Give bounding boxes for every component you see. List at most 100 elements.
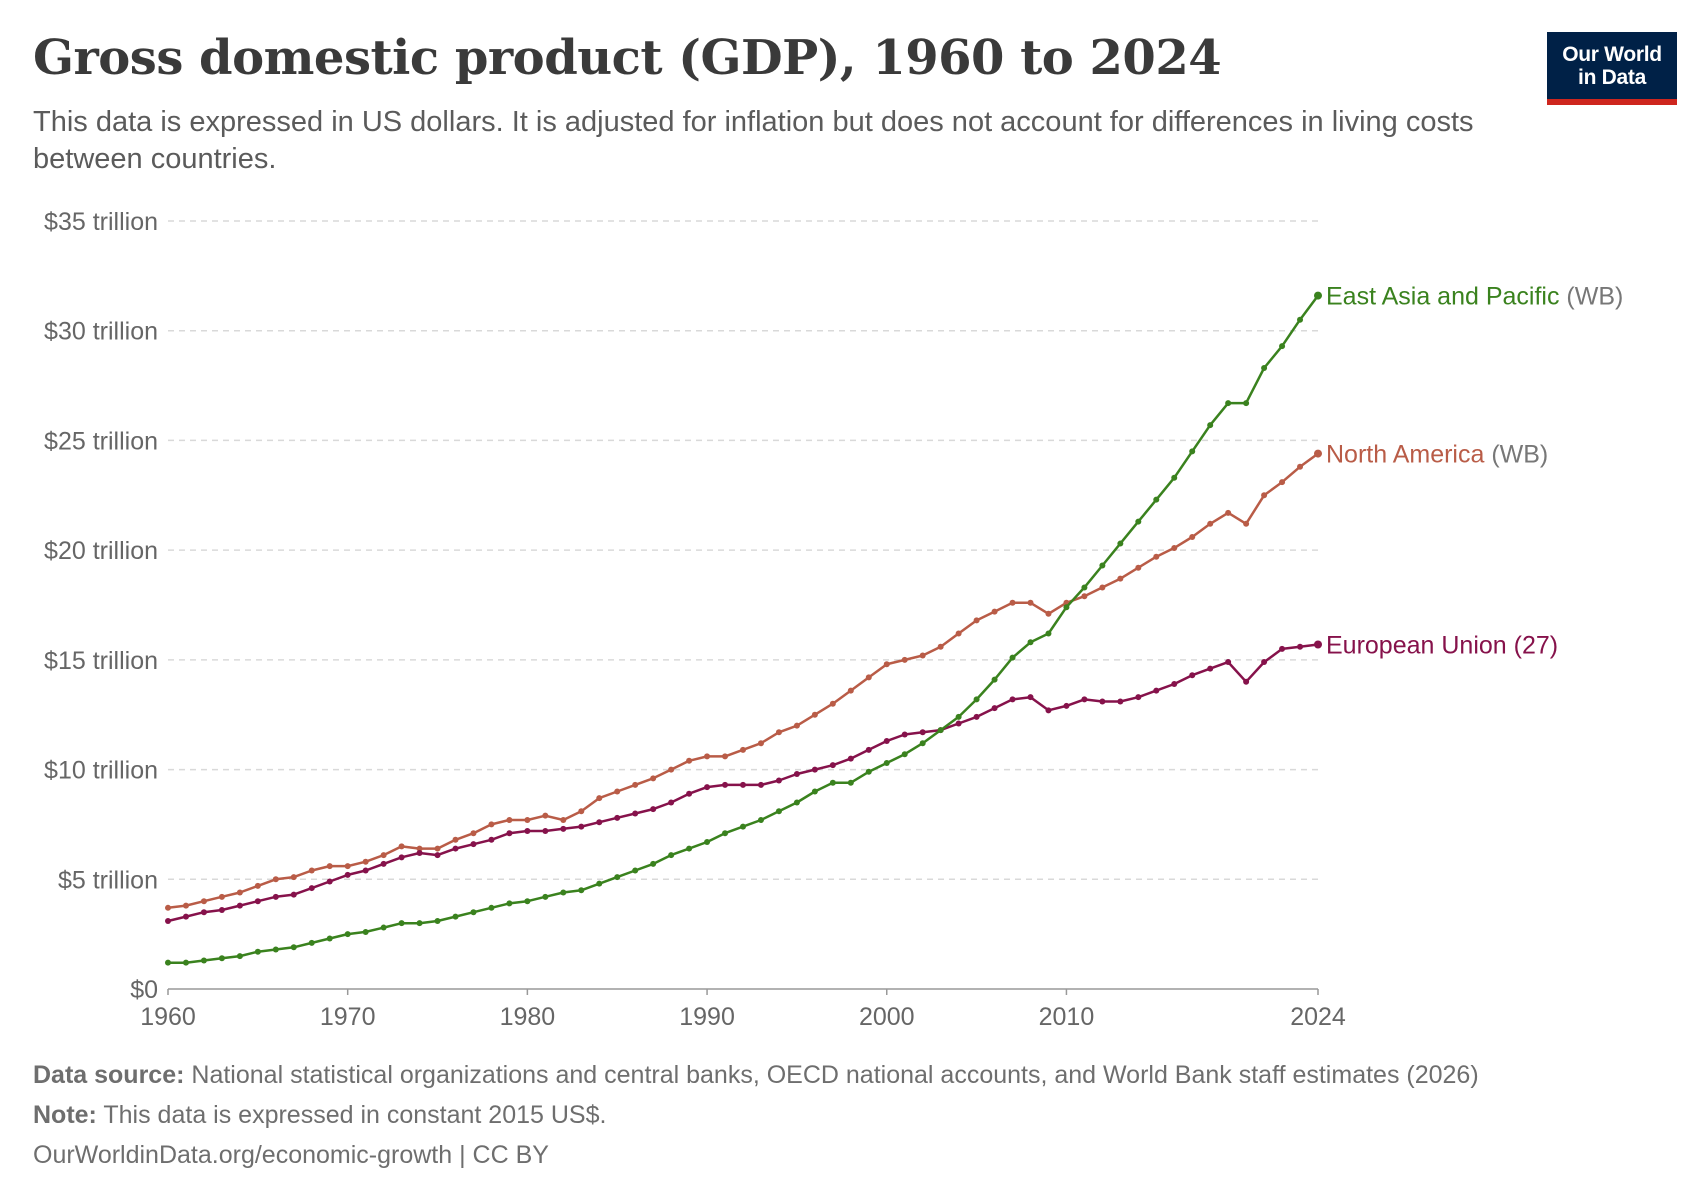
data-point-north-america bbox=[542, 812, 549, 819]
data-point-north-america bbox=[524, 817, 531, 824]
data-point-north-america bbox=[182, 902, 189, 909]
data-point-north-america bbox=[686, 757, 693, 764]
data-point-east-asia-and-pacific bbox=[1243, 400, 1250, 407]
data-point-east-asia-and-pacific bbox=[1099, 562, 1106, 569]
data-point-north-america bbox=[380, 852, 387, 859]
data-point-east-asia-and-pacific bbox=[1279, 343, 1286, 350]
data-point-european-union bbox=[452, 845, 459, 852]
data-point-east-asia-and-pacific bbox=[740, 823, 746, 830]
data-point-east-asia-and-pacific bbox=[650, 860, 657, 867]
data-point-north-america bbox=[1153, 553, 1160, 560]
data-point-east-asia-and-pacific bbox=[182, 959, 189, 966]
data-point-european-union bbox=[1171, 680, 1178, 687]
data-point-east-asia-and-pacific bbox=[1063, 604, 1070, 611]
data-point-east-asia-and-pacific bbox=[632, 867, 639, 874]
data-point-north-america bbox=[200, 898, 207, 905]
data-point-european-union bbox=[793, 770, 800, 777]
data-point-north-america bbox=[614, 788, 621, 795]
data-point-european-union bbox=[1279, 645, 1286, 652]
source-url-license[interactable]: OurWorldinData.org/economic-growth | CC … bbox=[33, 1141, 549, 1169]
data-point-north-america bbox=[955, 630, 962, 637]
data-point-east-asia-and-pacific bbox=[704, 838, 711, 845]
data-point-european-union bbox=[1314, 640, 1322, 649]
series-label-north-america: North America (WB) bbox=[1326, 441, 1548, 469]
data-point-east-asia-and-pacific bbox=[488, 904, 495, 911]
data-point-european-union bbox=[434, 852, 441, 859]
data-point-european-union bbox=[416, 849, 423, 856]
data-point-north-america bbox=[1297, 463, 1304, 470]
data-point-north-america bbox=[416, 845, 423, 852]
data-point-north-america bbox=[722, 753, 729, 760]
data-point-east-asia-and-pacific bbox=[668, 852, 675, 859]
data-point-north-america bbox=[236, 889, 243, 896]
data-point-european-union bbox=[632, 810, 639, 817]
series-line-north-america bbox=[167, 452, 1319, 910]
data-point-east-asia-and-pacific bbox=[901, 751, 908, 758]
data-point-european-union bbox=[991, 705, 998, 712]
data-point-north-america bbox=[596, 795, 603, 802]
data-point-european-union bbox=[1117, 698, 1124, 705]
data-point-european-union bbox=[1225, 659, 1232, 666]
data-point-east-asia-and-pacific bbox=[362, 928, 369, 935]
data-point-north-america bbox=[272, 876, 279, 883]
data-point-north-america bbox=[757, 740, 764, 747]
data-point-east-asia-and-pacific bbox=[775, 808, 782, 815]
data-point-east-asia-and-pacific bbox=[1081, 584, 1088, 591]
data-point-east-asia-and-pacific bbox=[578, 887, 585, 894]
data-point-east-asia-and-pacific bbox=[722, 830, 729, 837]
data-point-north-america bbox=[1135, 564, 1142, 571]
data-point-east-asia-and-pacific bbox=[793, 799, 800, 806]
data-point-east-asia-and-pacific bbox=[1225, 400, 1232, 407]
data-point-east-asia-and-pacific bbox=[308, 939, 315, 946]
data-point-north-america bbox=[1045, 610, 1052, 617]
data-point-european-union bbox=[290, 891, 297, 898]
series-label-european-union: European Union (27) bbox=[1326, 631, 1558, 659]
data-point-north-america bbox=[775, 729, 782, 736]
data-point-european-union bbox=[542, 828, 549, 835]
data-source-text: National statistical organizations and c… bbox=[184, 1061, 1479, 1089]
owid-logo[interactable]: Our World in Data bbox=[1547, 32, 1677, 105]
data-point-north-america bbox=[704, 753, 711, 760]
data-point-european-union bbox=[1009, 696, 1016, 703]
data-point-european-union bbox=[811, 766, 818, 773]
data-point-north-america bbox=[1171, 544, 1178, 551]
data-point-european-union bbox=[883, 738, 890, 745]
y-tick-label: $35 trillion bbox=[44, 208, 158, 236]
chart-note: Note: This data is expressed in constant… bbox=[33, 1101, 606, 1130]
data-point-north-america bbox=[290, 874, 297, 881]
data-point-european-union bbox=[236, 902, 243, 909]
data-point-east-asia-and-pacific bbox=[1171, 474, 1178, 481]
data-point-north-america bbox=[919, 652, 926, 659]
data-point-north-america bbox=[362, 858, 369, 865]
data-point-north-america bbox=[1081, 593, 1088, 600]
data-point-north-america bbox=[632, 781, 639, 788]
data-point-east-asia-and-pacific bbox=[380, 924, 387, 931]
data-point-east-asia-and-pacific bbox=[829, 779, 836, 786]
line-chart: $0 $5 trillion $10 trillion $15 trillion $20… bbox=[44, 208, 1623, 1031]
data-point-north-america bbox=[901, 656, 908, 663]
data-point-european-union bbox=[1081, 696, 1088, 703]
data-point-east-asia-and-pacific bbox=[1153, 496, 1160, 503]
data-point-european-union bbox=[757, 781, 764, 788]
data-point-east-asia-and-pacific bbox=[991, 676, 998, 683]
data-point-north-america bbox=[793, 722, 800, 729]
x-tick-label: 2024 bbox=[1290, 1003, 1346, 1031]
data-point-european-union bbox=[165, 917, 171, 924]
data-point-european-union bbox=[326, 878, 333, 885]
data-point-east-asia-and-pacific bbox=[560, 889, 567, 896]
data-point-east-asia-and-pacific bbox=[344, 931, 351, 938]
data-point-east-asia-and-pacific bbox=[290, 944, 297, 951]
x-tick-label: 2010 bbox=[1039, 1003, 1095, 1031]
x-tick-label: 1970 bbox=[320, 1003, 376, 1031]
data-point-european-union bbox=[1099, 698, 1106, 705]
data-point-european-union bbox=[1135, 694, 1142, 701]
data-point-north-america bbox=[308, 867, 315, 874]
data-point-european-union bbox=[470, 841, 477, 848]
data-point-north-america bbox=[668, 766, 675, 773]
data-point-european-union bbox=[614, 814, 621, 821]
data-point-north-america bbox=[398, 843, 405, 850]
data-point-east-asia-and-pacific bbox=[524, 898, 531, 905]
data-point-european-union bbox=[524, 828, 531, 835]
data-point-north-america bbox=[1279, 479, 1286, 486]
data-point-north-america bbox=[344, 863, 351, 870]
